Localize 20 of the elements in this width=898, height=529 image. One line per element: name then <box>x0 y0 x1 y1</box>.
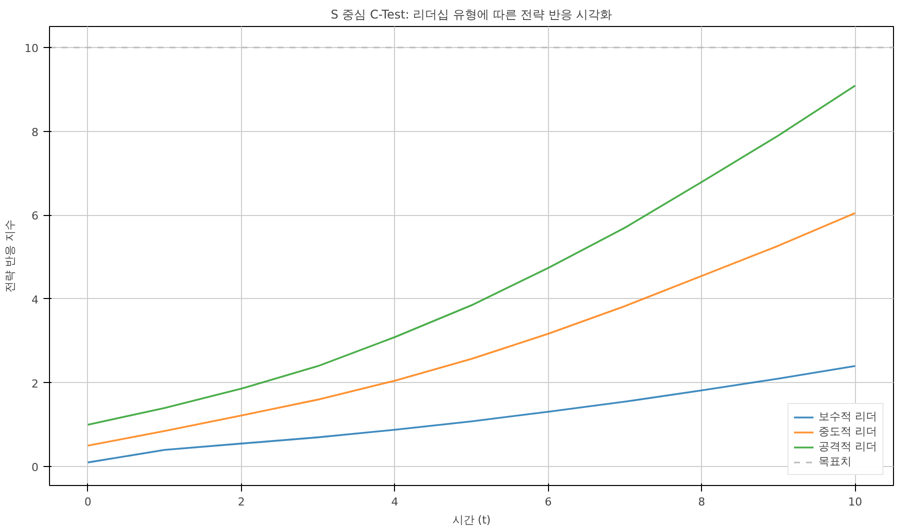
x-tick-label: 4 <box>391 496 398 508</box>
x-tick-label: 0 <box>84 496 92 508</box>
y-tick-label: 0 <box>32 461 38 474</box>
x-tick-label: 6 <box>544 496 552 508</box>
x-axis-title: 시간 (t) <box>452 514 491 526</box>
y-tick-label: 4 <box>32 293 38 306</box>
legend-label: 공격적 리더 <box>818 439 877 454</box>
y-tick-label: 8 <box>32 126 38 139</box>
legend-label: 목표치 <box>818 454 852 469</box>
x-tick-label: 10 <box>848 496 862 508</box>
y-tick-label: 6 <box>32 210 38 223</box>
line-series <box>86 84 856 426</box>
legend-label: 보수적 리더 <box>818 409 877 424</box>
x-tick-label: 8 <box>698 496 706 508</box>
legend-label: 중도적 리더 <box>818 424 877 439</box>
y-tick-label: 2 <box>32 377 38 390</box>
y-axis-title: 전략 반응 지수 <box>4 219 17 292</box>
chart-title: S 중심 C-Test: 리더십 유형에 따른 전략 반응 시각화 <box>330 8 612 22</box>
x-tick-label: 2 <box>238 496 245 508</box>
y-tick-label: 10 <box>24 42 39 55</box>
